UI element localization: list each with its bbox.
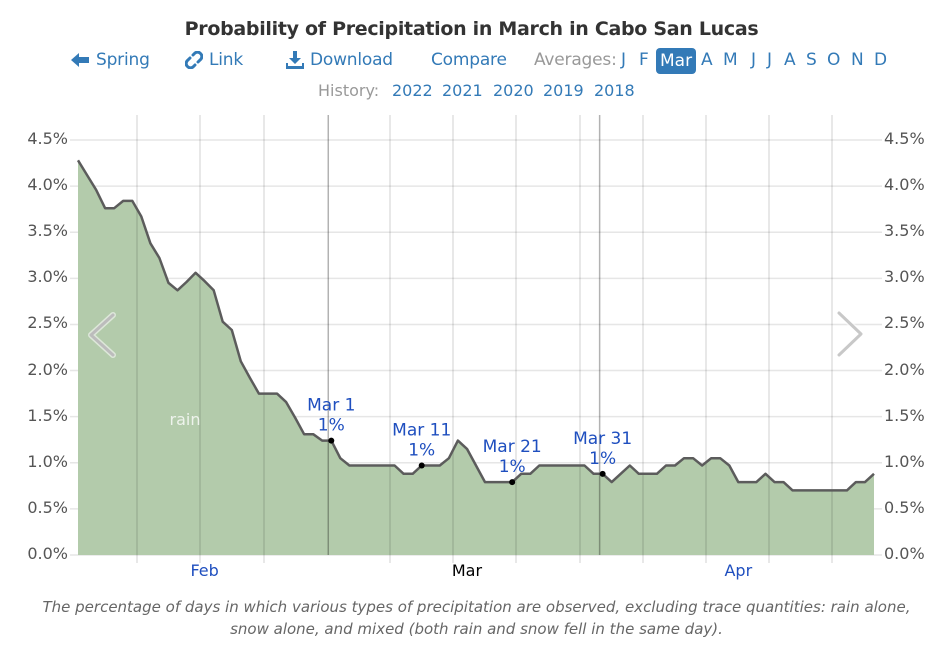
y-tick-label-left: 0.0% (27, 544, 68, 563)
history-year-2021[interactable]: 2021 (442, 81, 483, 100)
download-link[interactable]: Download (286, 50, 393, 70)
y-tick-label-left: 3.5% (27, 221, 68, 241)
annotation-value: 1% (318, 416, 345, 436)
annotation-point (509, 479, 516, 486)
link-label: Link (209, 50, 244, 70)
month-aug[interactable]: A (784, 50, 796, 70)
x-tick-label[interactable]: Apr (724, 561, 753, 580)
annotation-date: Mar 21 (483, 437, 542, 457)
annotation-date: Mar 1 (307, 396, 355, 416)
month-nov[interactable]: N (851, 50, 864, 70)
download-label: Download (310, 50, 393, 70)
month-jul[interactable]: J (767, 50, 773, 70)
link-icon (185, 51, 203, 69)
history-year-2018[interactable]: 2018 (594, 81, 635, 100)
history-bar: History: 2022 2021 2020 2019 2018 (0, 81, 943, 103)
y-tick-label-left: 1.0% (27, 451, 68, 471)
y-tick-label-right: 0.5% (884, 497, 925, 517)
month-apr[interactable]: A (701, 50, 713, 70)
y-tick-label-left: 0.5% (27, 497, 68, 517)
y-tick-label-right: 4.0% (884, 175, 925, 195)
x-tick-label[interactable]: Feb (190, 561, 219, 580)
next-chevron-icon[interactable] (836, 310, 864, 358)
month-dec[interactable]: D (874, 50, 888, 70)
averages-label: Averages: (534, 50, 617, 70)
month-jan[interactable]: J (621, 50, 627, 70)
annotation-point (418, 462, 425, 469)
y-tick-label-right: 1.5% (884, 405, 925, 425)
y-tick-label-right: 2.5% (884, 313, 925, 333)
month-jun[interactable]: J (751, 50, 757, 70)
month-feb[interactable]: F (639, 50, 649, 70)
month-mar[interactable]: Mar (656, 48, 697, 74)
y-tick-label-left: 1.5% (27, 405, 68, 425)
y-tick-label-left: 2.0% (27, 359, 68, 379)
page-title: Probability of Precipitation in March in… (184, 18, 759, 40)
annotation-date: Mar 31 (573, 429, 632, 449)
history-year-2020[interactable]: 2020 (493, 81, 534, 100)
x-tick-label: Mar (451, 561, 483, 580)
y-tick-label-left: 3.0% (27, 267, 68, 287)
annotation-date: Mar 11 (392, 421, 451, 441)
month-oct[interactable]: O (827, 50, 841, 70)
y-tick-label-left: 2.5% (27, 313, 68, 333)
rain-line (76, 159, 875, 492)
annotation-value: 1% (589, 449, 616, 469)
spring-label: Spring (96, 50, 150, 70)
previous-chevron-icon[interactable] (88, 312, 116, 358)
arrow-left-icon (71, 53, 89, 67)
chart-caption: The percentage of days in which various … (42, 598, 911, 638)
y-tick-label-right: 0.0% (884, 544, 925, 563)
y-tick-label-right: 4.5% (884, 129, 925, 148)
series-label-rain: rain (170, 410, 201, 429)
link-link[interactable]: Link (185, 50, 243, 70)
y-tick-label-left: 4.5% (27, 129, 68, 148)
annotation-value: 1% (499, 457, 526, 477)
history-label: History: (318, 81, 380, 100)
history-year-2022[interactable]: 2022 (392, 81, 433, 100)
y-tick-label-right: 3.0% (884, 267, 925, 287)
month-may[interactable]: M (723, 50, 738, 70)
nav-bar: Spring Link Download Compare Averages: J… (0, 48, 943, 74)
history-year-2019[interactable]: 2019 (543, 81, 584, 100)
annotation-value: 1% (408, 441, 435, 461)
rain-area (78, 160, 874, 556)
compare-link[interactable]: Compare (431, 50, 507, 70)
spring-link[interactable]: Spring (70, 50, 150, 70)
download-icon (286, 51, 304, 69)
y-tick-label-right: 3.5% (884, 221, 925, 241)
month-sep[interactable]: S (806, 50, 817, 70)
annotation-point (328, 437, 335, 444)
y-tick-label-right: 2.0% (884, 359, 925, 379)
annotation-point (599, 470, 606, 477)
y-tick-label-right: 1.0% (884, 451, 925, 471)
y-tick-label-left: 4.0% (27, 175, 68, 195)
